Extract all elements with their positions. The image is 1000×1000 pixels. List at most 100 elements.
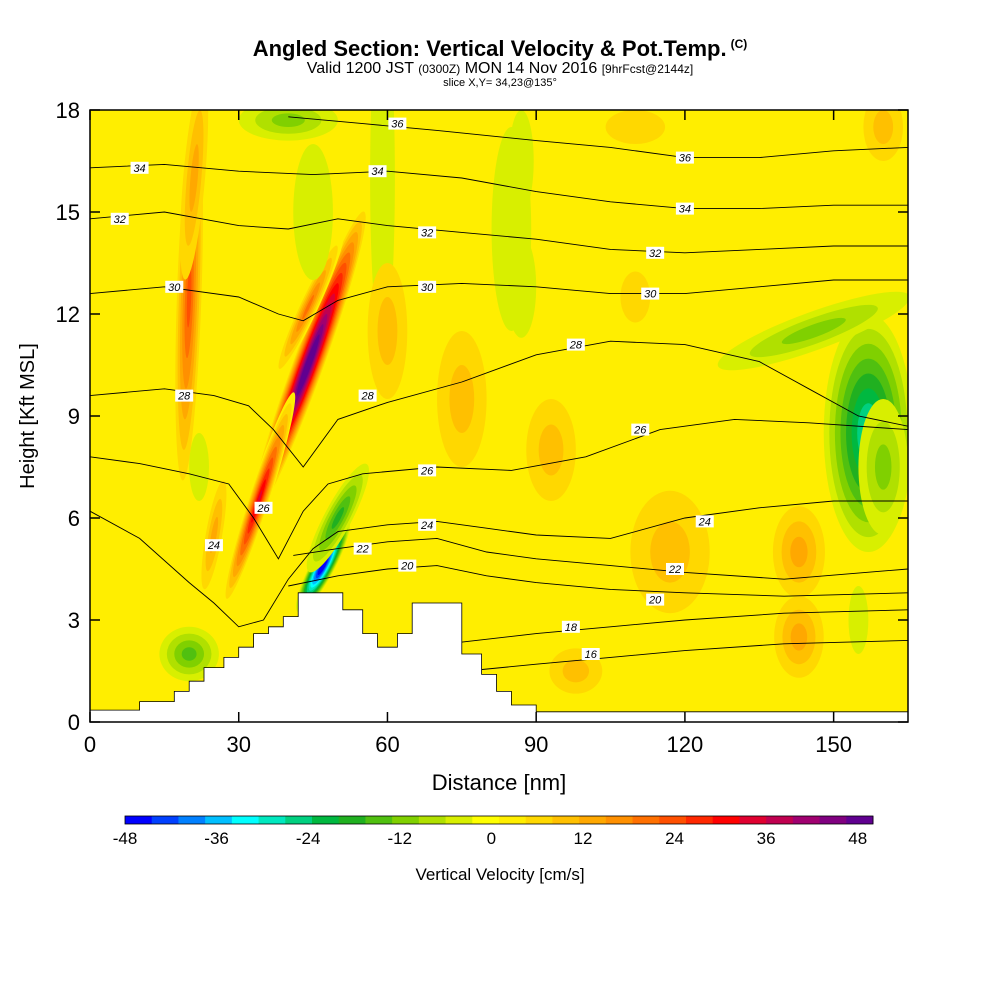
- contour-label: 32: [418, 226, 437, 239]
- velocity-cell: [293, 144, 333, 280]
- colorbar-swatch: [846, 816, 874, 824]
- contour-label-text: 30: [421, 282, 434, 294]
- velocity-cell: [189, 433, 209, 501]
- y-tick-label: 15: [56, 200, 80, 225]
- contour-label-bg: [641, 287, 660, 300]
- contour-label: 26: [418, 464, 437, 477]
- colorbar-swatch: [525, 816, 553, 824]
- contour-label-bg: [418, 464, 437, 477]
- x-tick-label: 120: [667, 732, 704, 757]
- contour-16: [466, 639, 908, 672]
- colorbar-swatch: [125, 816, 153, 824]
- colorbar-swatch: [312, 816, 340, 824]
- x-tick-label: 150: [815, 732, 852, 757]
- velocity-cell: [853, 110, 908, 178]
- velocity-band: [303, 178, 324, 246]
- colorbar-swatch: [418, 816, 447, 824]
- contour-label-bg: [418, 518, 437, 531]
- contour-label-bg: [561, 620, 580, 633]
- contour-label-text: 26: [633, 425, 647, 437]
- contour-34: [90, 163, 908, 210]
- contour-label: 34: [368, 165, 387, 178]
- colorbar-swatch: [712, 816, 740, 824]
- contour-label-text: 32: [649, 248, 661, 260]
- colorbar-swatch: [151, 816, 179, 824]
- contour-label-bg: [418, 280, 437, 293]
- colorbar-tick-label: -12: [387, 829, 412, 848]
- colorbar-tick-label: 12: [573, 829, 592, 848]
- velocity-band: [605, 110, 666, 144]
- colorbar-tick-label: -36: [204, 829, 229, 848]
- colorbar-tick-label: 48: [848, 829, 867, 848]
- x-axis-label: Distance [nm]: [432, 770, 567, 795]
- contour-20: [288, 565, 908, 597]
- velocity-cell: [508, 110, 534, 212]
- contour-label-bg: [175, 389, 194, 402]
- velocity-cell: [764, 490, 834, 614]
- contour-label-bg: [165, 280, 184, 293]
- contour-label: 24: [695, 515, 714, 528]
- contour-label: 32: [110, 212, 129, 226]
- contour-label: 18: [561, 620, 580, 634]
- velocity-band: [874, 444, 892, 490]
- velocity-cell: [238, 110, 338, 141]
- velocity-field: [90, 110, 908, 722]
- colorbar-swatch: [686, 816, 714, 824]
- valid-time: Valid 1200 JST: [306, 60, 414, 77]
- forecast-info: [9hrFcst@2144z]: [601, 62, 694, 76]
- contour-label: 28: [566, 338, 585, 352]
- contour-label-text: 28: [569, 340, 583, 352]
- velocity-cell: [575, 110, 695, 161]
- colorbar-swatch: [285, 816, 313, 824]
- contour-label: 36: [675, 151, 694, 165]
- colorbar-frame: [124, 815, 874, 825]
- contour-label-text: 34: [679, 204, 691, 216]
- contour-label-text: 20: [400, 561, 414, 573]
- contour-label: 34: [130, 161, 149, 175]
- colorbar-swatch: [472, 816, 500, 824]
- contour-label: 36: [388, 117, 407, 131]
- contour-label-bg: [646, 246, 665, 259]
- colorbar-tick-label: 36: [757, 829, 776, 848]
- contour-label-text: 36: [391, 119, 404, 131]
- velocity-band: [331, 507, 345, 529]
- contour-label-text: 26: [420, 465, 434, 477]
- contour-label-text: 28: [177, 391, 191, 403]
- valid-date: MON 14 Nov 2016: [464, 60, 598, 77]
- chart-subtitle: Valid 1200 JST (0300Z) MON 14 Nov 2016 […: [0, 60, 1000, 78]
- contour-label: 20: [646, 593, 665, 607]
- colorbar-swatch: [792, 816, 821, 824]
- velocity-band: [449, 365, 475, 433]
- terrain: [89, 592, 909, 723]
- y-tick-label: 18: [56, 98, 80, 123]
- contour-label-text: 32: [421, 227, 433, 239]
- colorbar-swatch: [739, 816, 767, 824]
- colorbar: -48 -36 -24 -12 0 12 24 36 48: [113, 815, 874, 848]
- velocity-band: [181, 647, 197, 661]
- chart-title-text: Angled Section: Vertical Velocity & Pot.…: [252, 36, 727, 61]
- contour-label-text: 24: [420, 520, 433, 532]
- velocity-cell: [774, 596, 824, 678]
- colorbar-swatch: [392, 816, 420, 824]
- contour-label-bg: [130, 161, 149, 174]
- contour-label-bg: [388, 117, 407, 130]
- contour-label: 26: [254, 501, 273, 515]
- velocity-band: [790, 536, 808, 568]
- contour-label: 34: [675, 202, 694, 216]
- contour-32: [90, 211, 908, 254]
- colorbar-swatch: [766, 816, 794, 824]
- colorbar-swatch: [231, 816, 260, 824]
- velocity-band: [848, 586, 869, 654]
- contour-labels: 16 18 20 20 22 22 24 24 24 26 26 26 28 28 28 30 30 30 32 32…: [110, 117, 714, 661]
- contour-label-text: 32: [114, 214, 126, 226]
- x-axis: 0 30 60 90 120 150: [84, 110, 852, 757]
- contour-label-bg: [581, 648, 600, 660]
- colorbar-swatch: [552, 816, 580, 824]
- contour-label: 30: [418, 280, 437, 294]
- contour-label-bg: [646, 593, 665, 606]
- contour-label-text: 30: [644, 289, 657, 301]
- contour-label: 24: [418, 518, 437, 532]
- contour-label-bg: [675, 151, 694, 164]
- contour-label-bg: [631, 423, 650, 436]
